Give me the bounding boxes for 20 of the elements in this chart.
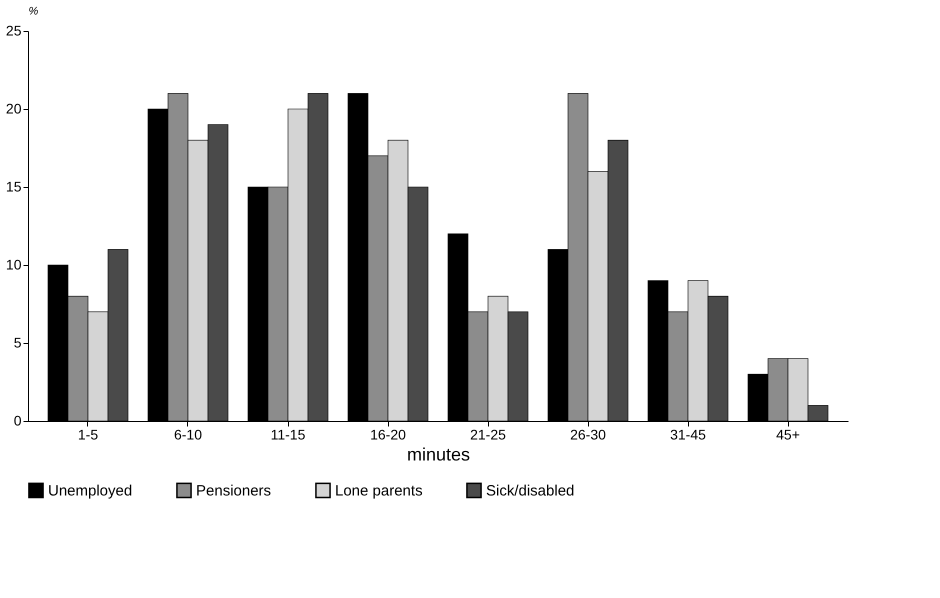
x-tick-label: 1-5 bbox=[78, 426, 98, 442]
y-tick-label: 20 bbox=[6, 100, 22, 116]
y-tick-label: 25 bbox=[6, 22, 22, 38]
legend-label: Lone parents bbox=[335, 482, 423, 500]
x-axis-title: minutes bbox=[406, 444, 470, 464]
y-tick-label: 0 bbox=[14, 412, 22, 428]
x-tick-label: 11-15 bbox=[270, 426, 306, 442]
x-tick-label: 6-10 bbox=[174, 426, 202, 442]
y-tick-label: 15 bbox=[6, 178, 22, 194]
x-tick-label: 16-20 bbox=[370, 426, 406, 442]
x-tick-label: 21-25 bbox=[470, 426, 506, 442]
x-tick-label: 31-45 bbox=[670, 426, 706, 442]
x-tick-label: 26-30 bbox=[570, 426, 606, 442]
y-tick-label: 5 bbox=[14, 334, 22, 350]
y-axis-title: % bbox=[28, 6, 38, 18]
legend-label: Pensioners bbox=[196, 482, 272, 500]
legend-label: Sick/disabled bbox=[486, 482, 574, 500]
legend-label: Unemployed bbox=[48, 482, 132, 500]
x-tick-label: 45+ bbox=[776, 426, 800, 442]
y-tick-label: 10 bbox=[6, 256, 22, 272]
